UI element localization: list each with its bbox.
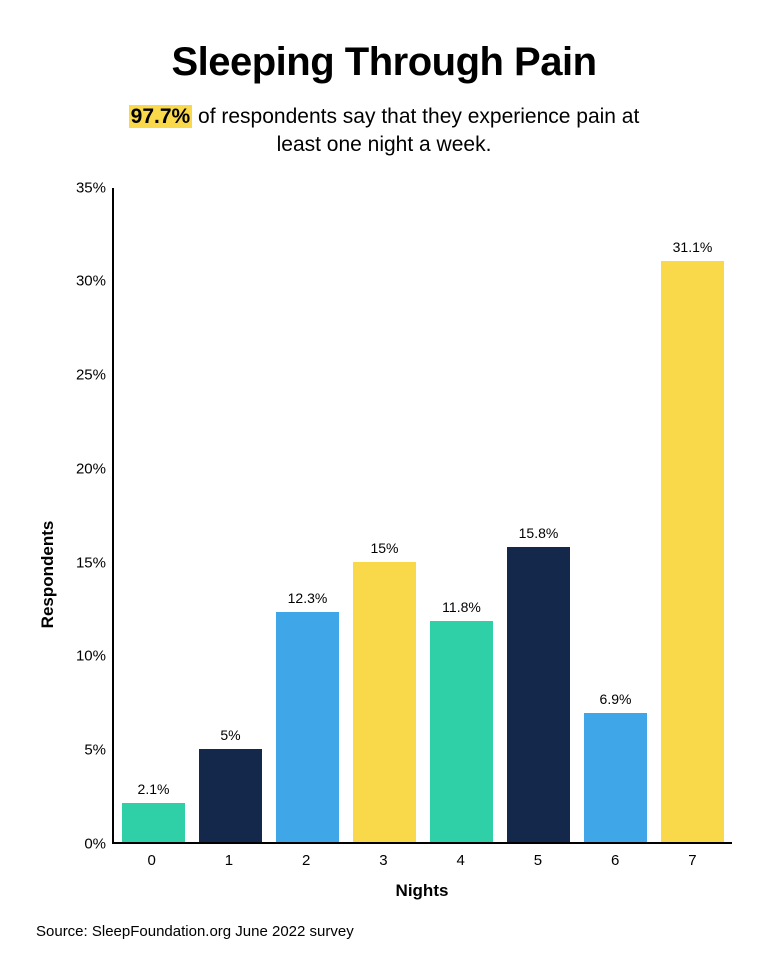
source-text: Source: SleepFoundation.org June 2022 su… [36,923,732,940]
x-tick: 6 [584,852,647,869]
bar-value-label: 15% [370,540,398,556]
bar-value-label: 12.3% [288,590,328,606]
bar-value-label: 5% [220,727,240,743]
x-axis-row: 01234567 [58,844,732,869]
y-tick: 15% [76,554,106,571]
bars-group: 2.1% 5% 12.3% 15% 11.8% 15.8% 6.9% 31.1% [114,188,732,842]
bar-value-label: 31.1% [673,239,713,255]
y-tick: 10% [76,648,106,665]
page-title: Sleeping Through Pain [36,40,732,85]
bar [430,621,493,842]
subtitle-text: of respondents say that they experience … [192,105,639,156]
x-tick: 7 [661,852,724,869]
x-tick: 0 [120,852,183,869]
chart: Respondents 0% 5% 10% 15% 20% 25% 30% 3 5% 2.1% 5… [36,188,732,901]
y-axis-label: Respondents [36,188,58,901]
bar-slot: 6.9% [584,188,647,842]
plot-area: 2.1% 5% 12.3% 15% 11.8% 15.8% 6.9% 31.1% [112,188,732,844]
x-tick: 1 [197,852,260,869]
x-tick: 5 [506,852,569,869]
y-tick: 5% [84,742,106,759]
bar-value-label: 2.1% [138,781,170,797]
x-ticks: 01234567 [112,844,732,869]
bar [507,547,570,842]
bar-slot: 31.1% [661,188,724,842]
bar-slot: 11.8% [430,188,493,842]
bar [276,612,339,842]
x-tick: 3 [352,852,415,869]
x-tick: 4 [429,852,492,869]
y-tick: 35% [76,179,106,196]
bar-slot: 15% [353,188,416,842]
bar [584,713,647,842]
chart-inner: 0% 5% 10% 15% 20% 25% 30% 3 5% 2.1% 5% 12.3% 15% 11.… [58,188,732,901]
x-tick: 2 [275,852,338,869]
bar [122,803,185,842]
bar-value-label: 6.9% [600,691,632,707]
bar [661,261,724,842]
bar-slot: 5% [199,188,262,842]
bar-slot: 15.8% [507,188,570,842]
bar-value-label: 15.8% [519,525,559,541]
bar-slot: 12.3% [276,188,339,842]
bar-slot: 2.1% [122,188,185,842]
plot-row: 0%5%10%15%20%25%30%35% 2.1%5%12.3%15%11.… [58,188,732,844]
y-tick: 25% [76,367,106,384]
y-tick: 30% [76,273,106,290]
bar [353,562,416,842]
y-tick: 20% [76,460,106,477]
subtitle: 97.7% of respondents say that they exper… [124,103,644,160]
bar-value-label: 11.8% [442,599,481,615]
subtitle-highlight: 97.7% [129,105,193,128]
bar [199,749,262,842]
x-axis-label: Nights [58,881,732,901]
y-tick: 0% [84,836,106,853]
y-ticks: 0%5%10%15%20%25%30%35% [58,188,112,844]
infographic-container: Sleeping Through Pain 97.7% of responden… [0,0,768,960]
